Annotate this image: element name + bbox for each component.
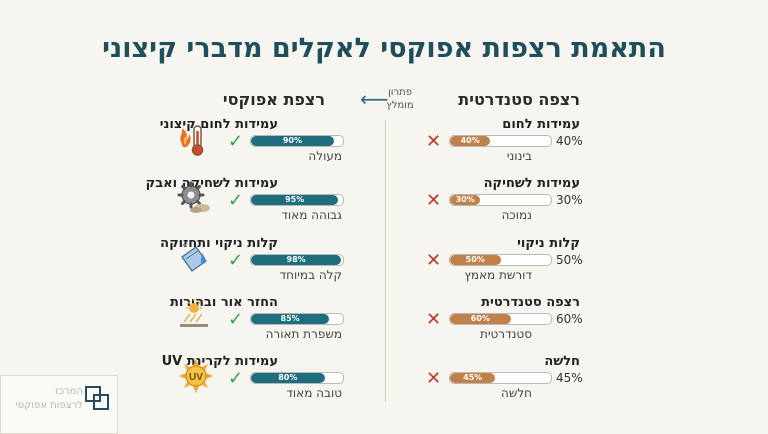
standard-row-label: קלות ניקוי: [517, 236, 580, 251]
logo-line1: המרכז: [55, 386, 83, 397]
standard-progress-fill: 50%: [450, 255, 501, 265]
page-title: התאמת רצפות אפוקסי לאקלים מדברי קיצוני: [102, 33, 666, 64]
standard-progress-fill: 40%: [450, 136, 491, 146]
svg-text:✦: ✦: [181, 241, 188, 250]
standard-row-rating: חלשה: [500, 386, 532, 400]
epoxy-row-rating: טובה מאוד: [286, 386, 342, 400]
standard-progress-bar: 30%: [449, 194, 552, 206]
epoxy-progress-bar: 85%: [250, 313, 344, 325]
cross-icon: ✕: [426, 309, 442, 330]
epoxy-progress-fill: 95%: [251, 195, 339, 205]
standard-row-rating: סטנדרטית: [479, 327, 532, 341]
thermometer-flame-icon: [180, 125, 204, 156]
standard-percent-text: 60%: [556, 312, 583, 326]
cross-icon: ✕: [426, 250, 442, 271]
standard-row-rating: בינוני: [506, 149, 532, 163]
cross-icon: ✕: [426, 190, 442, 211]
standard-row-rating: נמוכה: [501, 208, 532, 222]
standard-progress-bar: 40%: [449, 135, 552, 147]
epoxy-row-rating: משפרת תאורה: [265, 327, 342, 341]
standard-progress-fill: 60%: [450, 314, 511, 324]
standard-percent-text: 30%: [556, 193, 583, 207]
sun-reflection-icon: [180, 299, 208, 327]
epoxy-progress-fill: 85%: [251, 314, 330, 324]
epoxy-progress-fill: 80%: [251, 373, 325, 383]
logo-squares-icon: [85, 386, 109, 410]
standard-progress-fill: 45%: [450, 373, 496, 383]
standard-percent-text: 40%: [556, 134, 583, 148]
recommended-label-line1: פתרון: [388, 87, 412, 98]
epoxy-row-rating: גבוהה מאוד: [281, 208, 342, 222]
standard-progress-bar: 45%: [449, 372, 552, 384]
epoxy-progress-bar: 80%: [250, 372, 344, 384]
standard-progress-bar: 60%: [449, 313, 552, 325]
recommended-label-line2: מומלץ: [386, 100, 414, 111]
standard-percent-text: 50%: [556, 253, 583, 267]
check-icon: ✓: [228, 309, 244, 330]
epoxy-row-label: קלות ניקוי ותחזוקה: [160, 236, 278, 251]
standard-progress-fill: 30%: [450, 195, 481, 205]
epoxy-row-label: עמידות לשחיקה ואבק: [145, 176, 278, 191]
epoxy-progress-bar: 95%: [250, 194, 344, 206]
epoxy-row-rating: מעולה: [308, 149, 342, 163]
epoxy-progress-bar: 98%: [250, 254, 344, 266]
cleaning-cloth-icon: ✦: [181, 241, 207, 272]
standard-row-label: עמידות לחום: [502, 117, 580, 132]
epoxy-progress-fill: 98%: [251, 255, 342, 265]
column-divider: [385, 120, 386, 402]
uv-sun-icon: UV: [179, 359, 213, 393]
epoxy-row-rating: קלה במיוחד: [279, 268, 342, 282]
standard-percent-text: 45%: [556, 371, 583, 385]
standard-progress-bar: 50%: [449, 254, 552, 266]
check-icon: ✓: [228, 368, 244, 389]
logo-line2: לרצפות אפוקסי: [15, 400, 83, 411]
standard-row-label: חלשה: [544, 354, 580, 369]
epoxy-progress-bar: 90%: [250, 135, 344, 147]
epoxy-progress-fill: 90%: [251, 136, 334, 146]
epoxy-row-label: עמידות לחום קיצוני: [159, 117, 278, 132]
standard-row-label: עמידות לשחיקה: [483, 176, 580, 191]
cross-icon: ✕: [426, 368, 442, 389]
standard-column-header: רצפה סטנדרטית: [458, 90, 580, 109]
epoxy-column-header: רצפת אפוקסי: [222, 90, 325, 109]
svg-text:UV: UV: [189, 372, 203, 383]
logo-watermark: המרכז לרצפות אפוקסי: [0, 375, 118, 434]
arrow-left-icon: ⟵: [360, 87, 389, 111]
recommended-indicator: ⟵ פתרון מומלץ: [360, 86, 416, 120]
standard-row-rating: דורשת מאמץ: [464, 268, 532, 282]
check-icon: ✓: [228, 190, 244, 211]
check-icon: ✓: [228, 131, 244, 152]
cross-icon: ✕: [426, 131, 442, 152]
gear-dust-icon: [177, 181, 210, 213]
standard-row-label: רצפה סטנדרטית: [481, 295, 580, 310]
check-icon: ✓: [228, 250, 244, 271]
